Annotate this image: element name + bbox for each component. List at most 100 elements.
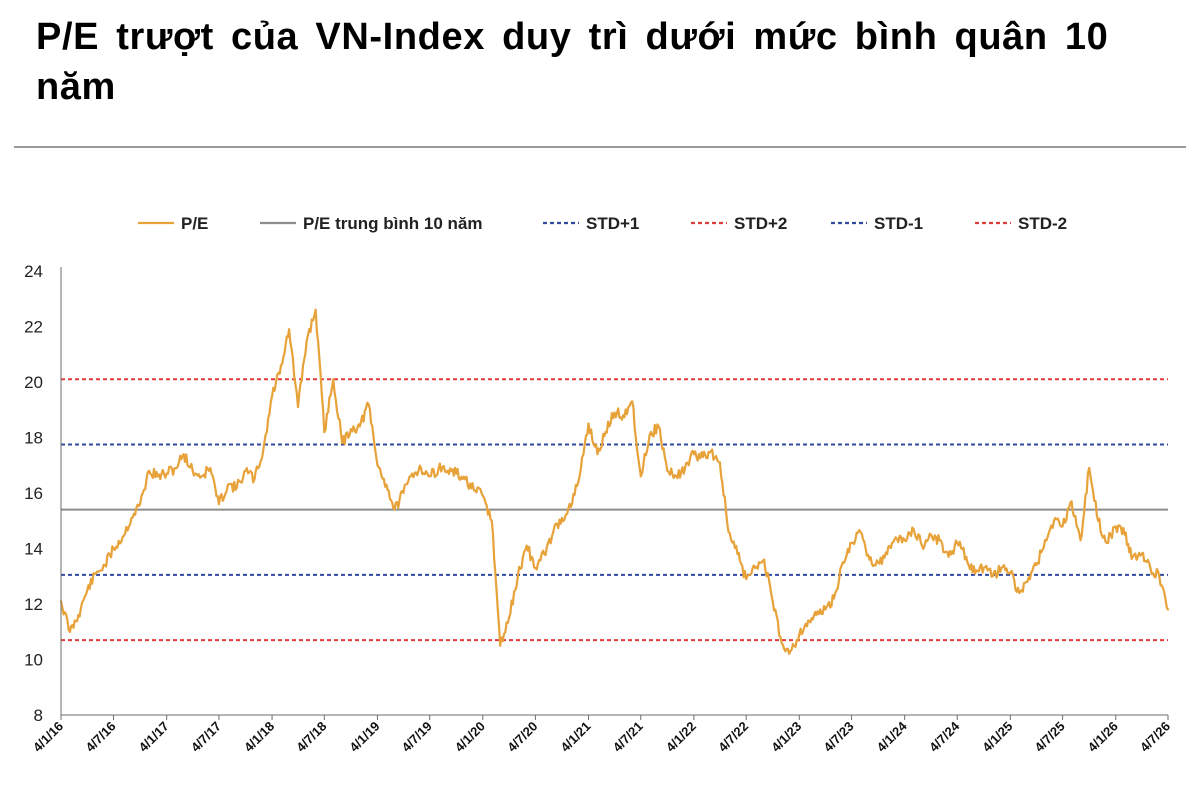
pe-series xyxy=(59,308,1170,655)
pe-point xyxy=(1114,525,1117,528)
pe-point xyxy=(745,577,748,581)
pe-point xyxy=(675,475,678,478)
pe-point xyxy=(1079,539,1082,542)
y-tick-label: 8 xyxy=(34,706,43,725)
pe-point xyxy=(86,589,89,592)
pe-point xyxy=(982,566,985,569)
pe-point xyxy=(648,433,651,436)
pe-point xyxy=(446,469,449,472)
y-tick-label: 10 xyxy=(24,651,43,670)
title-divider xyxy=(14,146,1186,148)
pe-point xyxy=(903,539,906,542)
pe-point xyxy=(1052,519,1056,522)
pe-point xyxy=(798,633,801,636)
x-tick-label: 4/1/18 xyxy=(241,719,277,755)
y-tick-label: 14 xyxy=(24,540,43,559)
reference-lines xyxy=(61,378,1168,642)
pe-point xyxy=(552,530,555,533)
pe-point xyxy=(920,544,924,547)
pe-point xyxy=(886,552,889,556)
pe-point xyxy=(850,541,853,545)
y-tick-label: 22 xyxy=(24,318,43,337)
pe-point xyxy=(824,608,827,611)
pe-point xyxy=(807,619,810,622)
pe-point xyxy=(868,558,871,561)
pe-point xyxy=(832,597,836,600)
pe-point xyxy=(271,394,274,397)
x-tick-label: 4/7/18 xyxy=(293,719,329,755)
x-tick-label: 4/1/25 xyxy=(979,719,1015,755)
pe-point xyxy=(341,441,344,445)
legend-label: STD+2 xyxy=(734,214,787,233)
pe-point xyxy=(1140,552,1143,556)
y-tick-label: 24 xyxy=(24,262,43,281)
pe-point xyxy=(376,464,379,467)
pe-point xyxy=(569,505,573,508)
pe-point xyxy=(1018,591,1021,594)
pe-point xyxy=(499,644,502,647)
x-tick-label: 4/1/19 xyxy=(346,719,382,755)
pe-point xyxy=(191,469,194,472)
legend-item-std-2: STD-2 xyxy=(975,214,1067,233)
legend-label: STD+1 xyxy=(586,214,639,233)
pe-point xyxy=(419,466,423,470)
pe-point xyxy=(209,466,212,470)
pe-point xyxy=(385,483,388,486)
pe-point xyxy=(965,555,968,558)
pe-point xyxy=(1043,539,1047,542)
x-tick-label: 4/1/26 xyxy=(1085,719,1121,755)
pe-point xyxy=(139,503,142,506)
x-tick-label: 4/7/24 xyxy=(926,718,963,755)
pe-point xyxy=(1026,580,1029,583)
pe-point xyxy=(490,519,493,522)
pe-point xyxy=(718,461,722,464)
x-tick-label: 4/1/24 xyxy=(874,718,911,755)
x-tick-label: 4/1/20 xyxy=(452,719,488,755)
pe-point xyxy=(929,533,933,536)
pe-point xyxy=(112,547,115,550)
legend-label: STD-2 xyxy=(1018,214,1067,233)
pe-chart: P/E P/E trung bình 10 năm STD+1 STD+2 STD-1 S… xyxy=(24,214,1173,755)
pe-point xyxy=(226,483,229,486)
pe-point xyxy=(894,536,897,539)
pe-point xyxy=(815,614,818,617)
pe-point xyxy=(974,572,977,575)
pe-point xyxy=(314,308,317,311)
x-tick-label: 4/7/25 xyxy=(1032,719,1068,755)
pe-point xyxy=(587,422,590,425)
pe-point xyxy=(200,475,203,478)
y-tick-label: 18 xyxy=(24,429,43,448)
legend-label: P/E trung bình 10 năm xyxy=(303,214,482,233)
pe-point xyxy=(771,600,774,603)
pe-point xyxy=(780,641,783,644)
y-tick-label: 20 xyxy=(24,373,43,392)
pe-point xyxy=(596,453,599,456)
chart-legend: P/E P/E trung bình 10 năm STD+1 STD+2 STD-1 S… xyxy=(138,214,1067,233)
pe-point xyxy=(332,378,335,381)
pe-point xyxy=(956,541,959,545)
legend-item-std-1: STD+1 xyxy=(543,214,639,233)
pe-point xyxy=(1166,608,1170,611)
pe-point xyxy=(174,466,177,470)
pe-point xyxy=(156,475,159,478)
pe-point xyxy=(516,575,519,578)
pe-point xyxy=(77,614,80,617)
pe-point xyxy=(148,469,151,472)
pe-point xyxy=(543,552,546,556)
y-tick-label: 12 xyxy=(24,595,43,614)
pe-point xyxy=(683,466,687,470)
x-tick-label: 4/1/23 xyxy=(768,719,804,755)
pe-point xyxy=(182,453,185,456)
pe-point xyxy=(991,575,994,578)
pe-point xyxy=(534,566,537,569)
pe-point xyxy=(639,475,642,478)
x-tick-label: 4/7/16 xyxy=(82,719,118,755)
page-title: P/E trượt của VN-Index duy trì dưới mức … xyxy=(36,16,1109,108)
x-tick-label: 4/7/23 xyxy=(820,719,856,755)
pe-point xyxy=(393,508,396,511)
pe-point xyxy=(323,430,326,434)
pe-point xyxy=(947,555,950,558)
pe-point xyxy=(1070,500,1073,503)
legend-item-p-e-trung-binh-10-nam: P/E trung bình 10 năm xyxy=(260,214,482,233)
